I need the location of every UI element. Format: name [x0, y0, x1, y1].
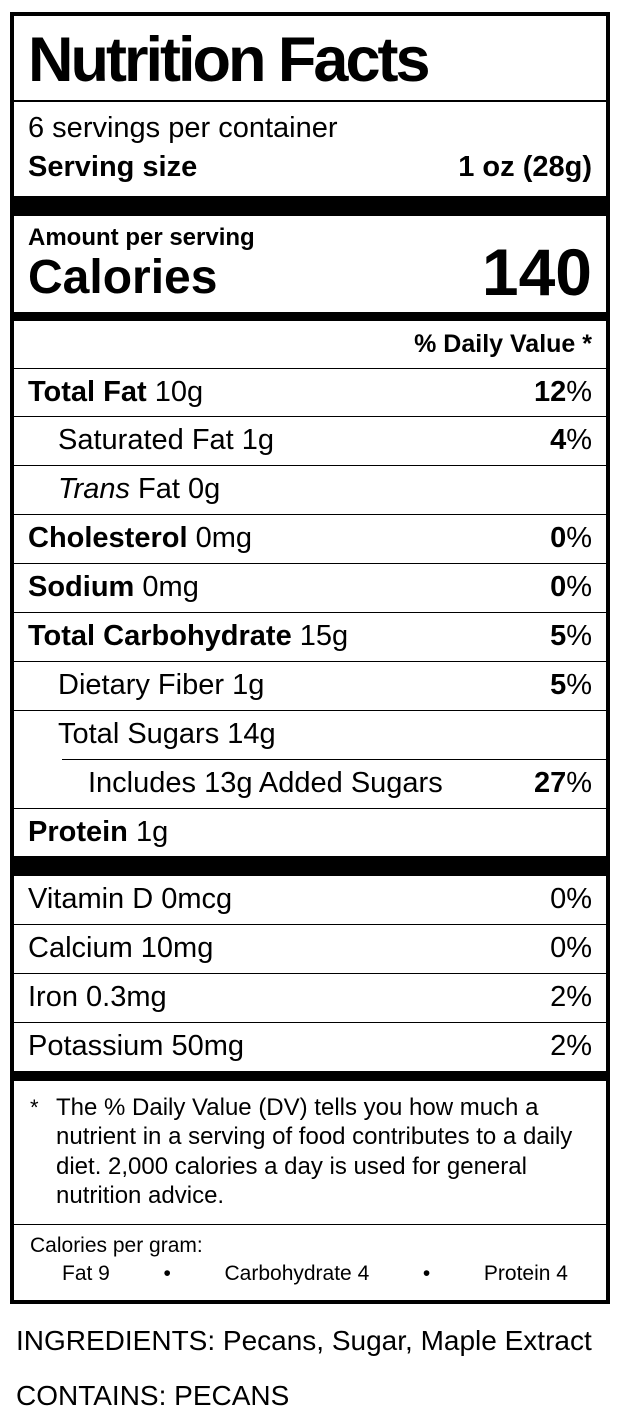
indented-divider — [62, 758, 606, 760]
daily-value: 27% — [533, 766, 592, 799]
calories-per-gram: Calories per gram: Fat 9 • Carbohydrate … — [14, 1225, 606, 1300]
nutrient-name: Includes 13g Added Sugars — [88, 766, 443, 799]
nutrient-name: Total Carbohydrate 15g — [28, 619, 349, 652]
footnote-text: The % Daily Value (DV) tells you how muc… — [56, 1093, 573, 1209]
thick-bar-top — [14, 195, 606, 216]
thick-bar-protein — [14, 856, 606, 877]
calories-label: Calories — [28, 251, 218, 305]
nutrient-name: Sodium 0mg — [28, 571, 199, 604]
daily-value: 12% — [533, 375, 592, 408]
vitamin-name: Potassium 50mg — [28, 1030, 244, 1063]
vitamin-row-calcium: Calcium 10mg 0% — [14, 924, 606, 973]
vitamin-name: Vitamin D 0mcg — [28, 883, 233, 916]
nutrient-row-dietary-fiber: Dietary Fiber 1g 5% — [14, 660, 606, 710]
nutrient-name: Protein 1g — [28, 815, 169, 848]
footnote-divider — [14, 1224, 606, 1226]
daily-value: 0% — [550, 522, 592, 555]
cpg-protein: Protein 4 — [483, 1262, 568, 1286]
nutrient-row-total-sugars: Total Sugars 14g — [14, 709, 606, 759]
nutrient-name: Total Sugars 14g — [58, 717, 276, 750]
daily-value: 2% — [550, 1030, 592, 1063]
servings-per-container: 6 servings per container — [28, 112, 338, 145]
footnote: * The % Daily Value (DV) tells you how m… — [14, 1081, 606, 1224]
nutrient-row-cholesterol: Cholesterol 0mg 0% — [14, 514, 606, 563]
title-divider — [14, 100, 606, 103]
daily-value: 0% — [550, 571, 592, 604]
serving-size-row: Serving size 1 oz (28g) — [14, 146, 606, 195]
nutrient-row-added-sugars: Includes 13g Added Sugars 27% — [14, 760, 606, 808]
nutrient-name: Saturated Fat 1g — [58, 424, 275, 457]
cpg-bullet: • — [422, 1262, 431, 1286]
amount-per-serving: Amount per serving — [28, 223, 255, 251]
nutrient-name: Total Fat 10g — [28, 375, 204, 408]
vitamin-name: Iron 0.3mg — [28, 981, 167, 1014]
calories-section: Amount per serving Calories 140 — [14, 216, 606, 312]
nutrient-row-sodium: Sodium 0mg 0% — [14, 563, 606, 612]
calories-per-gram-items: Fat 9 • Carbohydrate 4 • Protein 4 — [30, 1259, 592, 1287]
daily-value: 2% — [550, 981, 592, 1014]
calories-left: Amount per serving Calories — [28, 224, 255, 304]
nutrient-row-protein: Protein 1g — [14, 807, 606, 857]
nutrient-row-saturated-fat: Saturated Fat 1g 4% — [14, 416, 606, 465]
vitamin-name: Calcium 10mg — [28, 932, 214, 965]
nutrition-facts-label: Nutrition Facts 6 servings per container… — [10, 12, 610, 1304]
daily-value-header: % Daily Value * — [414, 329, 592, 358]
vitamin-row-iron: Iron 0.3mg 2% — [14, 973, 606, 1022]
daily-value: 5% — [550, 668, 592, 701]
nutrient-row-trans-fat: Trans Fat 0g — [14, 465, 606, 514]
nutrient-row-total-fat: Total Fat 10g 12% — [14, 367, 606, 417]
serving-size-label: Serving size — [28, 151, 198, 184]
daily-value: 4% — [550, 424, 592, 457]
contains-statement: CONTAINS: PECANS — [16, 1380, 290, 1412]
footnote-asterisk: * — [30, 1094, 39, 1120]
ingredients-statement: INGREDIENTS: Pecans, Sugar, Maple Extrac… — [16, 1324, 592, 1356]
nutrient-name: Trans Fat 0g — [58, 473, 221, 506]
daily-value: 0% — [550, 932, 592, 965]
vitamin-row-potassium: Potassium 50mg 2% — [14, 1022, 606, 1071]
nutrient-row-total-carbohydrate: Total Carbohydrate 15g 5% — [14, 611, 606, 661]
daily-value: 0% — [550, 883, 592, 916]
daily-value: 5% — [550, 619, 592, 652]
label-title: Nutrition Facts — [28, 25, 431, 95]
small-bar-footnote — [14, 1070, 606, 1081]
nutrient-name: Dietary Fiber 1g — [58, 668, 265, 701]
cpg-bullet: • — [163, 1262, 171, 1286]
serving-size-value: 1 oz (28g) — [458, 151, 592, 184]
medium-bar-calories — [14, 311, 606, 321]
nutrient-name: Cholesterol 0mg — [28, 522, 253, 555]
calories-per-gram-title: Calories per gram: — [30, 1234, 203, 1258]
cpg-fat: Fat 9 — [62, 1262, 110, 1286]
cpg-carbohydrate: Carbohydrate 4 — [224, 1262, 370, 1286]
calories-value: 140 — [481, 234, 592, 309]
vitamin-row-vitamin-d: Vitamin D 0mcg 0% — [14, 876, 606, 924]
